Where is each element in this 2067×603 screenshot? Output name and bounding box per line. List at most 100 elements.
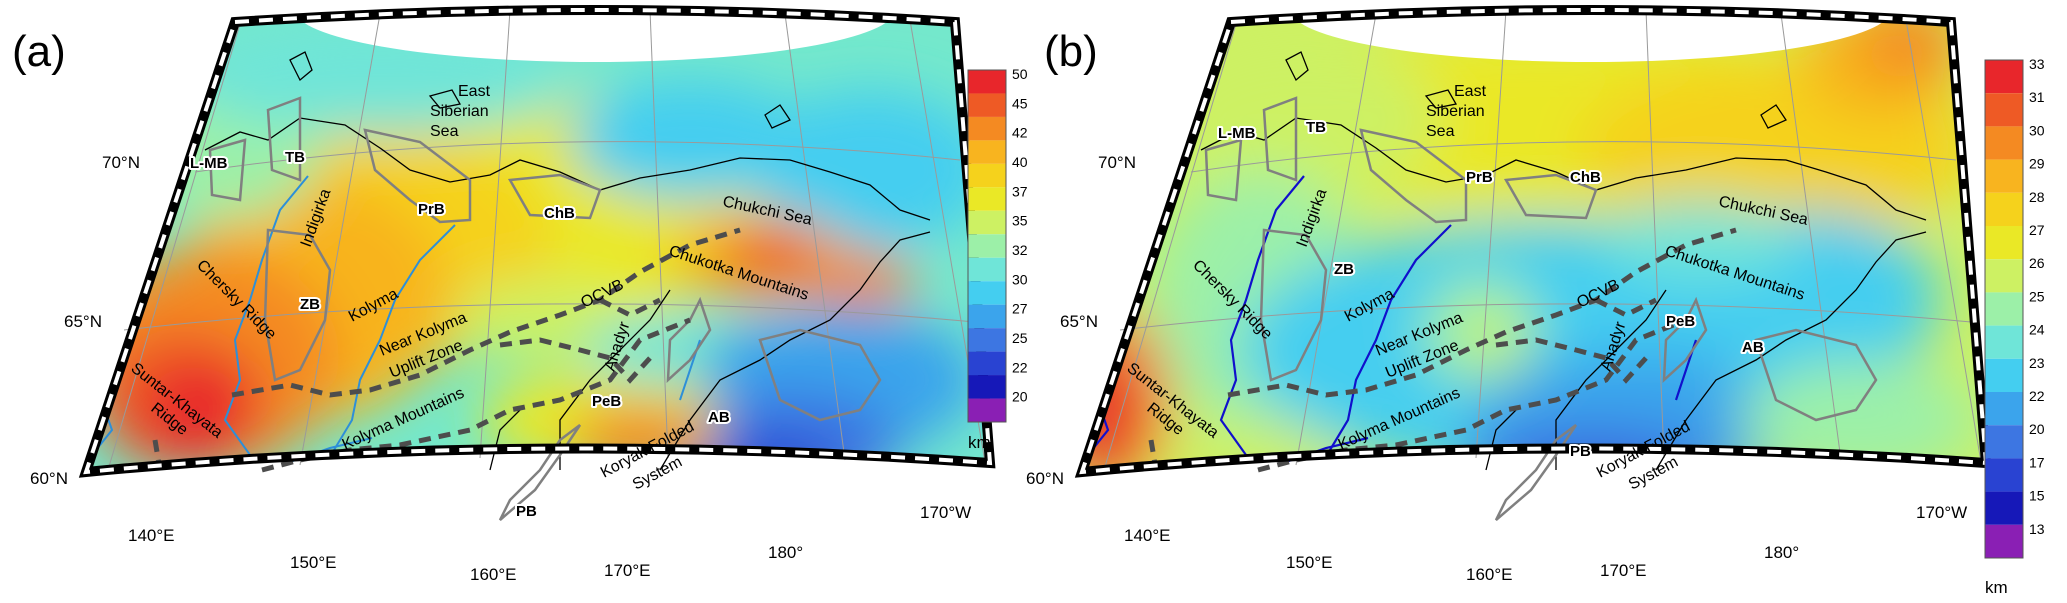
colorbar-swatch [1985,325,2023,359]
colorbar-swatch [1985,458,2023,492]
panel-b-lon-140: 140°E [1124,526,1171,545]
panel-a-label-peb: PeB [592,393,621,410]
colorbar-tick-label: 42 [1012,125,1028,141]
panel-a-lon-170w: 170°W [920,503,971,522]
panel-b-thickness-field [1082,10,1986,472]
colorbar-tick-label: 20 [2029,421,2045,437]
panel-a-east-siberian-2: Siberian [430,103,489,120]
panel-a-label-prb: PrB [418,201,445,218]
panel-a-frame [78,5,996,478]
panel-b-lat-65: 65°N [1060,312,1098,331]
panel-a-colorbar: 50 45 42 40 37 35 32 30 27 25 22 20 [967,66,1028,423]
colorbar-tick-label: 20 [1012,389,1028,405]
panel-b-map: (b) [1026,5,2045,597]
panel-a-basin-outlines [208,96,882,521]
panel-b-east-siberian-3: Sea [1426,123,1455,140]
colorbar-tick-label: 45 [1012,95,1028,111]
colorbar-tick-label: 32 [1012,242,1028,258]
colorbar-swatch [968,328,1006,352]
colorbar-swatch [1985,524,2023,558]
panel-b-basin-labels: L-MB TB PrB ChB ZB PeB PB AB [1216,117,1766,462]
colorbar-swatch [968,140,1006,164]
panel-a-lat-65: 65°N [64,312,102,331]
panel-a-colorbar-unit: km [968,433,991,452]
panel-b-colorbar: 33 31 30 29 28 27 26 25 24 23 22 20 17 15 13 [1984,56,2045,559]
panel-a-label-ab: AB [708,409,730,426]
colorbar-swatch [1985,292,2023,326]
panel-b-frame [1074,5,1992,478]
colorbar-tick-label: 28 [2029,189,2045,205]
panel-a-basin-labels: L-MB TB PrB ChB ZB PeB PB AB [188,147,732,522]
colorbar-swatch [968,281,1006,305]
colorbar-frame [1984,59,2024,559]
panel-a-label-lmb: L-MB [190,155,228,172]
panel-b-lat-70: 70°N [1098,153,1136,172]
panel-b-east-siberian-2: Siberian [1426,103,1485,120]
colorbar-swatch [968,257,1006,282]
panel-a-lon-180: 180° [768,543,803,562]
colorbar-tick-label: 30 [2029,122,2045,138]
panel-b-label-ab: AB [1742,339,1764,356]
panel-a-lon-160: 160°E [470,565,517,584]
panel-b-label-tb: TB [1306,119,1326,136]
panel-b-lon-150: 150°E [1286,553,1333,572]
panel-b-label-peb: PeB [1666,313,1695,330]
colorbar-tick-label: 31 [2029,89,2045,105]
colorbar-swatch [968,163,1006,188]
colorbar-tick-label: 22 [2029,388,2045,404]
colorbar-swatch [968,70,1006,94]
colorbar-swatch [968,187,1006,211]
colorbar-frame [967,69,1007,423]
colorbar-tick-label: 22 [1012,359,1028,375]
colorbar-tick-label: 13 [2029,521,2045,537]
panel-a-lon-140: 140°E [128,526,175,545]
colorbar-swatch [1985,358,2023,392]
colorbar-tick-label: 27 [2029,222,2045,238]
colorbar-swatch [968,234,1006,258]
panel-b-label-lmb: L-MB [1218,125,1256,142]
panel-b-east-siberian-1: East [1454,83,1487,100]
panel-b-label-pb: PB [1570,443,1591,460]
colorbar-tick-label: 24 [2029,322,2045,338]
panel-a-map: (a) [12,5,1028,584]
colorbar-swatch [1985,192,2023,226]
panel-a-label-tb: TB [285,149,305,166]
colorbar-swatch [1985,93,2023,127]
colorbar-swatch [968,93,1006,117]
colorbar-swatch [1985,126,2023,160]
panel-a-label-zb: ZB [300,296,320,313]
panel-a-letter: (a) [12,27,66,76]
panel-a-east-siberian-1: East [458,83,491,100]
colorbar-tick-label: 35 [1012,213,1028,229]
colorbar-tick-label: 17 [2029,454,2045,470]
colorbar-swatch [968,304,1006,329]
colorbar-swatch [968,116,1006,141]
colorbar-swatch [1985,392,2023,426]
colorbar-tick-label: 33 [2029,56,2045,72]
panel-b-letter: (b) [1044,27,1098,76]
colorbar-tick-label: 30 [1012,271,1028,287]
panel-b-lat-60: 60°N [1026,469,1064,488]
panel-b-coastline [1200,51,1927,471]
colorbar-tick-label: 25 [2029,288,2045,304]
colorbar-swatch [1985,159,2023,193]
colorbar-swatch [968,210,1006,235]
panel-a-east-siberian-3: Sea [430,123,459,140]
colorbar-tick-label: 26 [2029,255,2045,271]
panel-b-lon-170e: 170°E [1600,561,1647,580]
colorbar-swatch [1985,491,2023,525]
panel-b-label-zb: ZB [1334,261,1354,278]
colorbar-swatch [1985,425,2023,459]
panel-b-lon-170w: 170°W [1916,503,1967,522]
colorbar-tick-label: 25 [1012,330,1028,346]
panel-a-coastline [204,51,931,471]
colorbar-swatch [968,351,1006,376]
colorbar-tick-label: 40 [1012,154,1028,170]
colorbar-tick-label: 23 [2029,355,2045,371]
panel-b-label-prb: PrB [1466,169,1493,186]
colorbar-swatch [968,398,1006,422]
panel-a-lat-70: 70°N [102,153,140,172]
colorbar-swatch [1985,60,2023,94]
panel-b-lon-180: 180° [1764,543,1799,562]
